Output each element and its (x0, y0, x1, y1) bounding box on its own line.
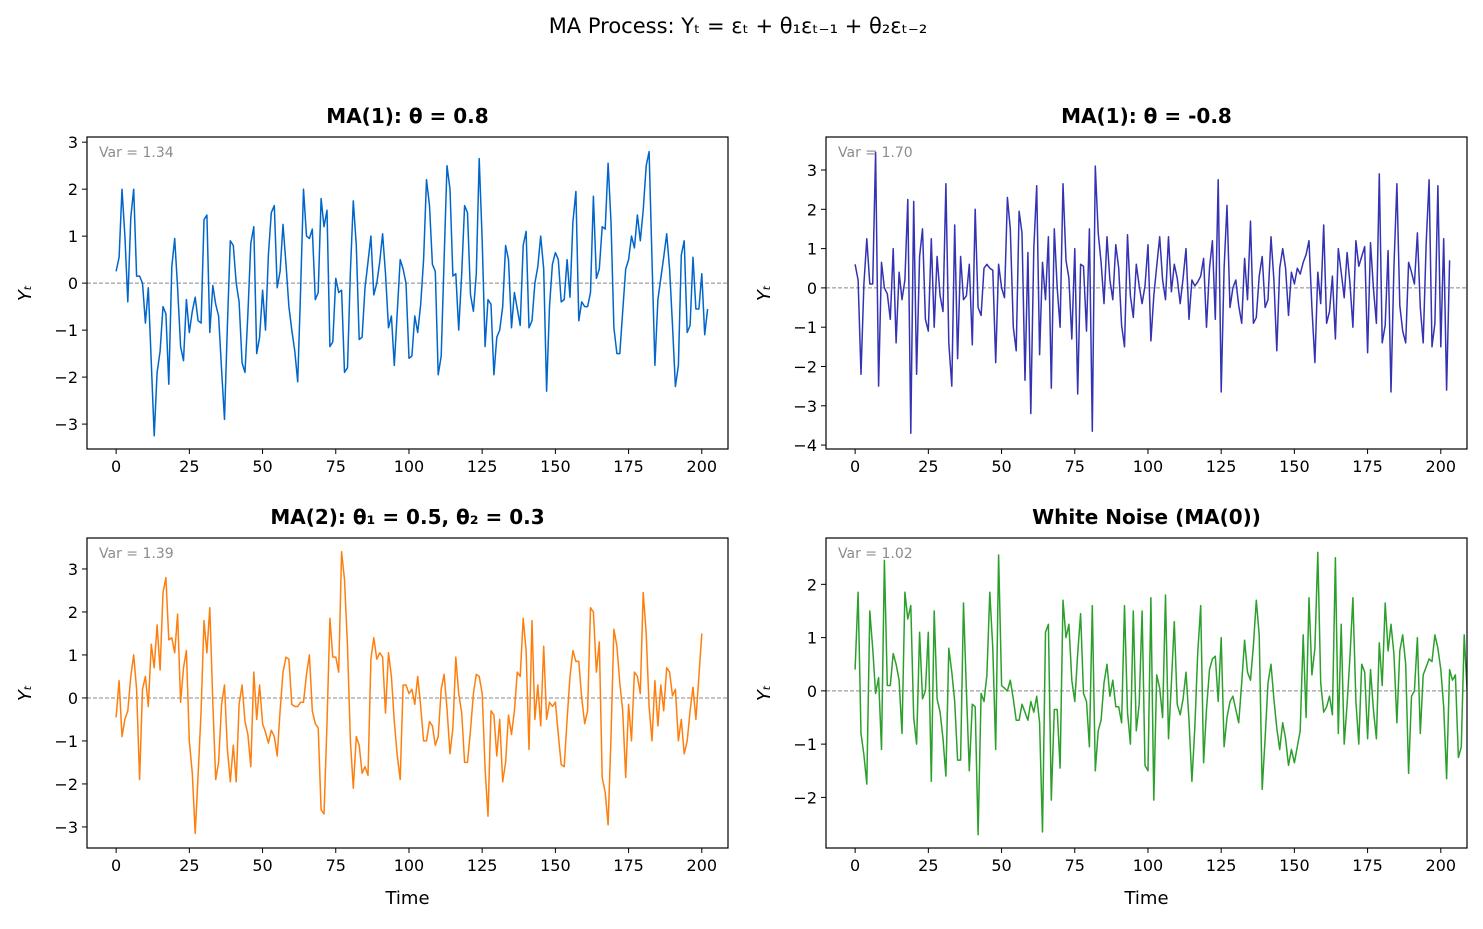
x-tick-label: 175 (1352, 856, 1383, 875)
x-tick-label: 50 (991, 856, 1011, 875)
x-tick-label: 75 (1065, 856, 1085, 875)
y-tick-label: −2 (54, 775, 78, 794)
x-axis-label: Time (384, 888, 429, 909)
x-tick-label: 50 (991, 457, 1011, 476)
subplot-2: 0 25 50 75 100 125 150 175 200 −4 −3 −2 −1 0 1 2 3 MA(1):… (754, 104, 1468, 476)
y-tick-label: 1 (68, 646, 78, 665)
x-axis-label: Time (1123, 888, 1168, 909)
y-tick-label: 3 (68, 560, 78, 579)
axes-frame (86, 136, 729, 450)
subplot-title: White Noise (MA(0)) (1032, 505, 1261, 529)
axes-frame (825, 136, 1468, 450)
y-tick-label: 2 (807, 200, 817, 219)
series-line (854, 551, 1467, 836)
x-tick-label: 200 (1426, 457, 1457, 476)
x-tick-label: 150 (540, 856, 571, 875)
x-tick-label: 25 (179, 856, 199, 875)
x-tick-label: 0 (111, 457, 121, 476)
variance-annotation: Var = 1.34 (99, 145, 174, 161)
y-tick-label: 1 (68, 227, 78, 246)
x-tick-label: 125 (467, 457, 498, 476)
figure-title: MA Process: Yₜ = εₜ + θ₁εₜ₋₁ + θ₂εₜ₋₂ (549, 14, 928, 38)
y-tick-label: −1 (54, 321, 78, 340)
y-axis-label: Yₜ (15, 285, 36, 301)
variance-annotation: Var = 1.39 (99, 546, 174, 562)
x-tick-label: 125 (467, 856, 498, 875)
y-tick-label: −2 (793, 357, 817, 376)
y-tick-label: 3 (68, 133, 78, 152)
y-tick-label: −1 (54, 732, 78, 751)
y-tick-label: 2 (68, 603, 78, 622)
subplot-4: 0 25 50 75 100 125 150 175 200 −2 −1 0 1 2 White Noise… (754, 505, 1468, 909)
x-tick-label: 75 (326, 457, 346, 476)
x-tick-label: 150 (1279, 457, 1310, 476)
subplot-title: MA(1): θ = -0.8 (1061, 104, 1232, 128)
y-tick-label: 1 (807, 629, 817, 648)
x-tick-label: 150 (1279, 856, 1310, 875)
series-line (115, 150, 709, 437)
x-tick-label: 150 (540, 457, 571, 476)
x-tick-label: 125 (1206, 856, 1237, 875)
y-tick-label: 2 (68, 180, 78, 199)
x-tick-label: 100 (1133, 457, 1164, 476)
y-tick-label: −1 (793, 318, 817, 337)
y-axis-label: Yₜ (754, 285, 775, 301)
subplot-1: 0 25 50 75 100 125 150 175 200 −3 −2 −1 0 1 2 3 MA(1): θ… (15, 104, 729, 476)
y-tick-label: 0 (68, 274, 78, 293)
x-tick-label: 100 (394, 457, 425, 476)
variance-annotation: Var = 1.70 (838, 145, 913, 161)
subplot-title: MA(2): θ₁ = 0.5, θ₂ = 0.3 (270, 505, 544, 529)
x-tick-label: 25 (918, 856, 938, 875)
y-tick-label: −2 (54, 368, 78, 387)
y-tick-label: 0 (68, 689, 78, 708)
x-tick-label: 175 (613, 856, 644, 875)
y-tick-label: 3 (807, 161, 817, 180)
y-tick-label: −3 (54, 818, 78, 837)
axes-frame (86, 537, 729, 849)
y-axis-label: Yₜ (754, 685, 775, 701)
x-tick-label: 25 (179, 457, 199, 476)
x-tick-label: 175 (1352, 457, 1383, 476)
y-tick-label: −4 (793, 436, 817, 455)
y-tick-label: 2 (807, 575, 817, 594)
y-tick-label: 0 (807, 279, 817, 298)
x-tick-label: 200 (1426, 856, 1457, 875)
variance-annotation: Var = 1.02 (838, 546, 913, 562)
x-tick-label: 100 (394, 856, 425, 875)
y-tick-label: 0 (807, 682, 817, 701)
x-tick-label: 200 (687, 856, 718, 875)
y-axis-label: Yₜ (15, 685, 36, 701)
x-tick-label: 0 (850, 457, 860, 476)
x-tick-label: 75 (1065, 457, 1085, 476)
x-tick-label: 100 (1133, 856, 1164, 875)
x-tick-label: 50 (252, 856, 272, 875)
y-tick-label: −3 (793, 397, 817, 416)
y-tick-label: −1 (793, 735, 817, 754)
x-tick-label: 175 (613, 457, 644, 476)
y-tick-label: 1 (807, 240, 817, 259)
x-tick-label: 0 (850, 856, 860, 875)
subplot-3: 0 25 50 75 100 125 150 175 200 −3 −2 −1 0 1 2 3 MA(2): θ… (15, 505, 729, 909)
series-line (854, 151, 1451, 435)
x-tick-label: 75 (326, 856, 346, 875)
subplot-title: MA(1): θ = 0.8 (326, 104, 488, 128)
x-tick-label: 200 (687, 457, 718, 476)
x-tick-label: 125 (1206, 457, 1237, 476)
y-tick-label: −3 (54, 415, 78, 434)
x-tick-label: 50 (252, 457, 272, 476)
x-tick-label: 25 (918, 457, 938, 476)
series-line (115, 551, 703, 835)
axes-frame (825, 537, 1468, 849)
x-tick-label: 0 (111, 856, 121, 875)
y-tick-label: −2 (793, 788, 817, 807)
